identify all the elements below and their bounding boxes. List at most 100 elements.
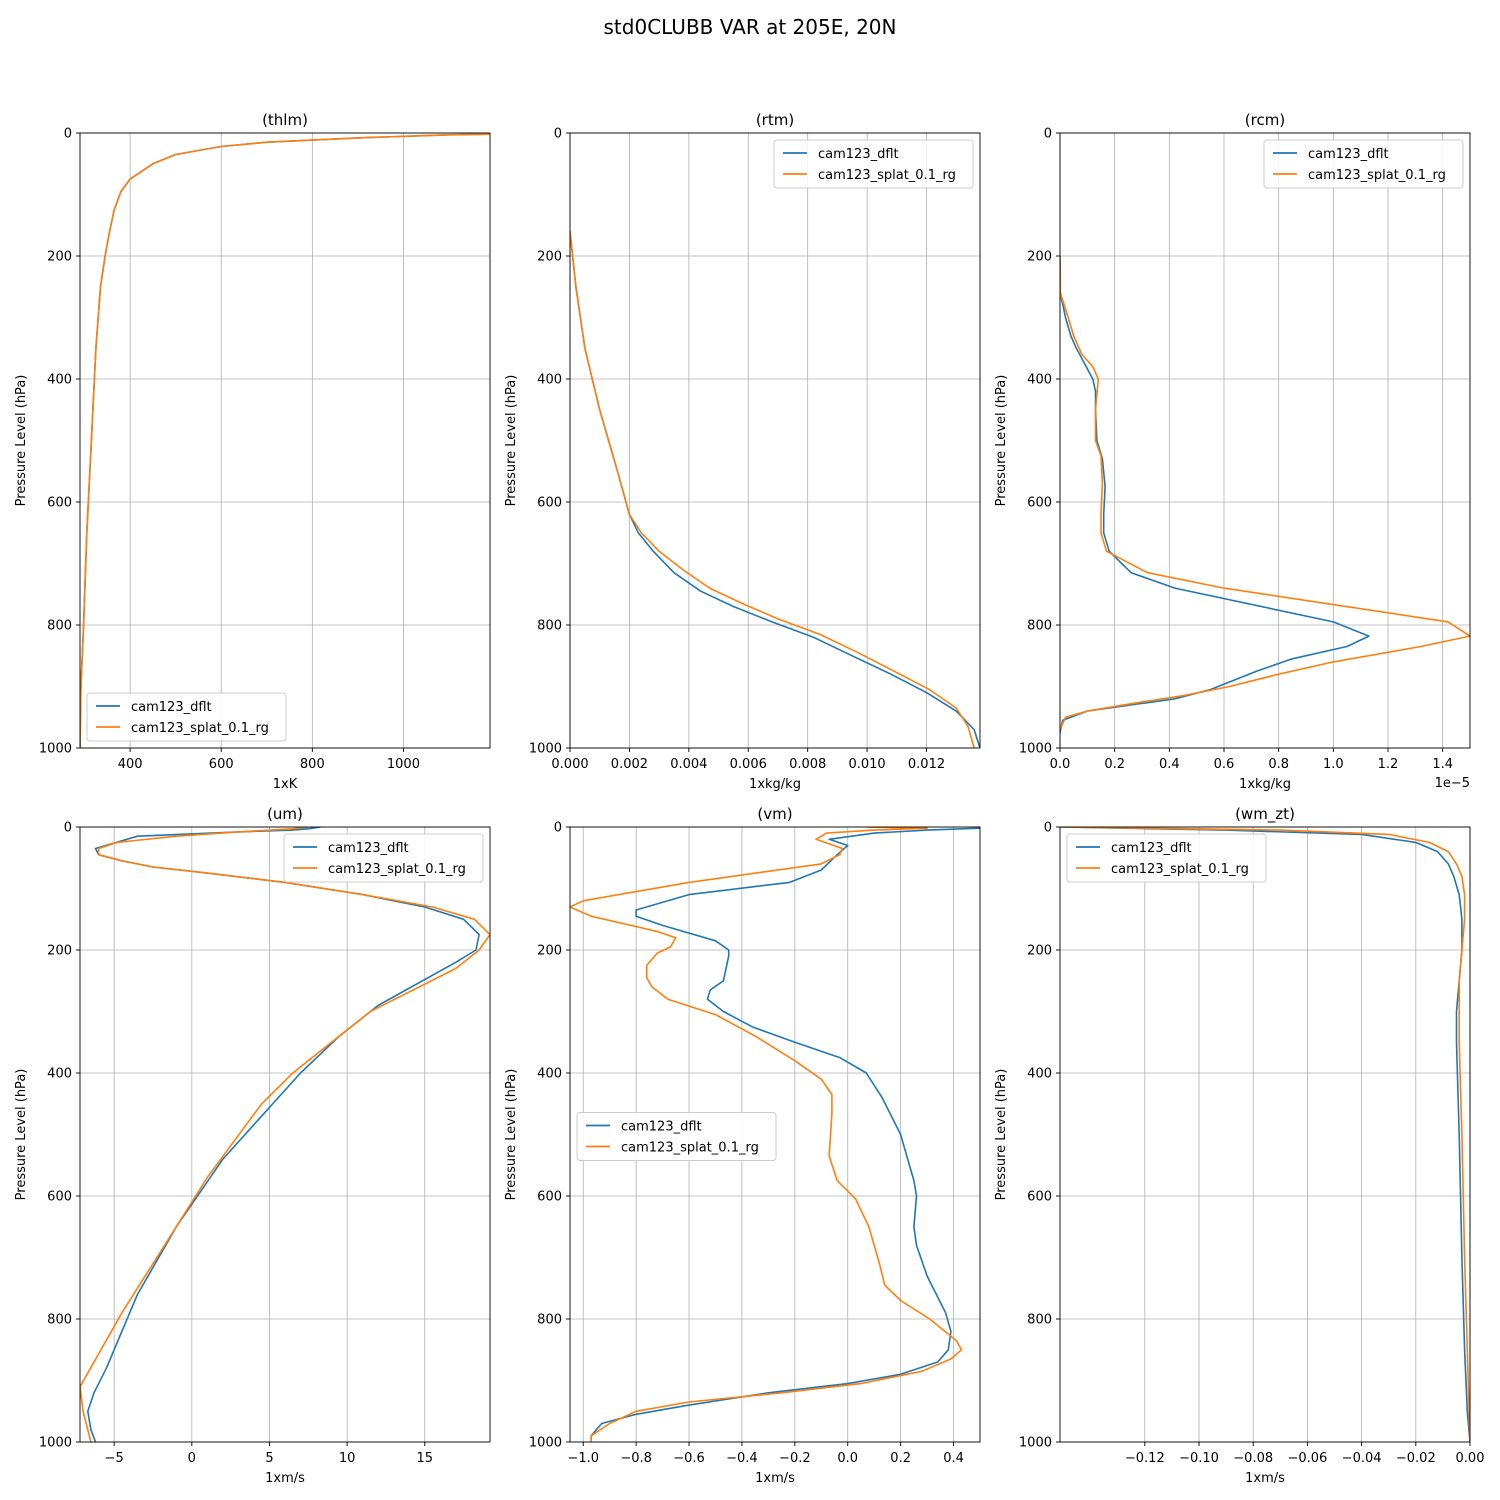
x-tick-label: 0.4 [1159, 757, 1180, 772]
series-group [570, 827, 980, 1442]
series-line-splat [1060, 255, 1470, 730]
legend-box [576, 1112, 777, 1161]
y-tick-label: 400 [47, 373, 72, 388]
y-tick-label: 200 [537, 250, 562, 265]
x-tick-label: 0.4 [943, 1451, 964, 1466]
x-tick-label: −0.10 [1179, 1451, 1219, 1466]
figure-title: std0CLUBB VAR at 205E, 20N [603, 15, 897, 39]
panel-wm-zt: −0.12 −0.10 −0.08 −0.06 −0.04 −0.02 0.00 0 200 40… [994, 805, 1484, 1486]
series-line-dflt [80, 133, 490, 748]
x-tick-label: 0.004 [670, 757, 707, 772]
legend-label: cam123_splat_0.1_rg [1111, 862, 1249, 877]
panel-rcm: 0.0 0.2 0.4 0.6 0.8 1.0 1.2 1.4 0 200 400 600 800 100… [994, 111, 1471, 792]
panel-vm: −1.0 −0.8 −0.6 −0.4 −0.2 0.0 0.2 0.4 0 200 400 600 8… [504, 805, 981, 1486]
series-line-splat [1060, 827, 1470, 1442]
legend-label: cam123_dflt [818, 147, 899, 162]
panel-um: −5 0 5 10 15 0 200 400 600 800 1000 (um) 1xm/s Pressu… [14, 805, 491, 1486]
x-tick-label: 600 [209, 757, 234, 772]
y-tick-label: 600 [1027, 496, 1052, 511]
x-tick-label: 15 [416, 1451, 433, 1466]
series-line-splat [570, 827, 963, 1442]
y-tick-label: 200 [47, 250, 72, 265]
legend: cam123_dflt cam123_splat_0.1_rg [1263, 139, 1464, 189]
x-tick-label: −0.12 [1125, 1451, 1165, 1466]
series-line-dflt [590, 827, 980, 1442]
x-tick-label: 0.000 [551, 757, 588, 772]
x-axis-label: 1xkg/kg [1239, 777, 1291, 792]
legend-label: cam123_splat_0.1_rg [328, 862, 466, 877]
x-tick-label: −5 [105, 1451, 124, 1466]
x-tick-label: 1.0 [1323, 757, 1344, 772]
y-tick-label: 600 [47, 1190, 72, 1205]
y-tick-label: 1000 [529, 1436, 562, 1451]
x-tick-label: 0.010 [848, 757, 885, 772]
legend-label: cam123_dflt [328, 841, 409, 856]
panel-thlm: 400 600 800 1000 0 200 400 600 800 1000 (thlm) 1xK P… [14, 111, 491, 792]
y-tick-label: 600 [537, 1190, 562, 1205]
y-tick-label: 0 [554, 127, 562, 142]
y-axis-label: Pressure Level (hPa) [504, 1069, 519, 1201]
x-tick-label: −0.6 [673, 1451, 705, 1466]
x-tick-label: 5 [265, 1451, 273, 1466]
y-axis-label: Pressure Level (hPa) [994, 1069, 1009, 1201]
x-tick-label: −0.4 [726, 1451, 758, 1466]
x-tick-label: 0.2 [1104, 757, 1125, 772]
series-line-dflt [1060, 255, 1370, 733]
axes-frame [569, 132, 981, 749]
y-tick-label: 0 [1044, 821, 1052, 836]
x-tick-label: 0 [188, 1451, 196, 1466]
x-axis-label: 1xm/s [755, 1471, 795, 1486]
x-tick-label: 10 [339, 1451, 356, 1466]
panel-title: (rtm) [756, 111, 794, 129]
series-line-splat [80, 133, 490, 748]
axes-frame [79, 132, 491, 749]
x-axis-label: 1xm/s [265, 1471, 305, 1486]
axes-frame [569, 826, 981, 1443]
x-tick-label: 0.2 [890, 1451, 911, 1466]
x-offset-text: 1e−5 [1435, 776, 1470, 791]
series-line-dflt [87, 827, 480, 1442]
y-tick-label: 1000 [529, 742, 562, 757]
y-tick-label: 1000 [39, 1436, 72, 1451]
series-line-dflt [570, 231, 980, 748]
x-tick-label: −1.0 [567, 1451, 599, 1466]
x-axis-label: 1xm/s [1245, 1471, 1285, 1486]
legend-label: cam123_splat_0.1_rg [621, 1141, 759, 1156]
y-tick-label: 200 [1027, 944, 1052, 959]
x-tick-label: 1.2 [1378, 757, 1399, 772]
y-tick-label: 800 [1027, 1313, 1052, 1328]
x-tick-label: −0.08 [1233, 1451, 1273, 1466]
y-tick-label: 1000 [39, 742, 72, 757]
x-tick-label: 0.0 [1050, 757, 1071, 772]
panel-title: (vm) [757, 805, 792, 823]
x-axis-label: 1xkg/kg [749, 777, 801, 792]
series-line-dflt [1060, 827, 1470, 1442]
panel-title: (thlm) [262, 111, 308, 129]
x-tick-label: 0.0 [837, 1451, 858, 1466]
x-tick-label: 1000 [387, 757, 420, 772]
legend-box [283, 833, 484, 883]
y-tick-label: 200 [537, 944, 562, 959]
x-tick-label: −0.04 [1342, 1451, 1382, 1466]
y-tick-label: 400 [47, 1067, 72, 1082]
series-line-splat [80, 827, 490, 1442]
y-tick-label: 400 [537, 373, 562, 388]
x-tick-label: 0.008 [789, 757, 826, 772]
legend-label: cam123_splat_0.1_rg [131, 721, 269, 736]
y-axis-label: Pressure Level (hPa) [504, 375, 519, 507]
y-tick-label: 600 [1027, 1190, 1052, 1205]
y-tick-label: 400 [537, 1067, 562, 1082]
legend: cam123_dflt cam123_splat_0.1_rg [283, 833, 484, 883]
series-group [570, 231, 980, 748]
legend-label: cam123_dflt [1308, 147, 1389, 162]
y-tick-label: 0 [554, 821, 562, 836]
axes-frame [79, 826, 491, 1443]
legend-box [86, 692, 287, 742]
series-group [1060, 255, 1470, 733]
panel-title: (rcm) [1245, 111, 1285, 129]
y-axis-label: Pressure Level (hPa) [14, 375, 29, 507]
legend: cam123_dflt cam123_splat_0.1_rg [773, 139, 974, 189]
panel-title: (um) [267, 805, 303, 823]
legend-box [1066, 833, 1267, 883]
